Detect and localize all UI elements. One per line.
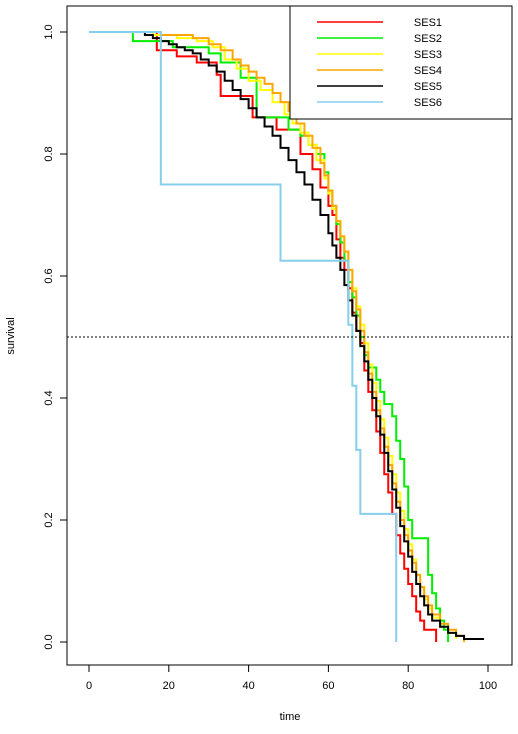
legend-label-ses2: SES2 (414, 33, 442, 45)
series-line-ses5 (136, 31, 485, 640)
series-line-ses1 (128, 31, 438, 642)
y-tick-label: 0.0 (43, 634, 55, 649)
y-tick-label: 0.2 (43, 512, 55, 527)
legend-label-ses5: SES5 (414, 81, 442, 93)
y-tick-label: 0.8 (43, 146, 55, 161)
x-axis: 0 20 40 60 80 100 (86, 664, 497, 692)
x-tick-label: 40 (242, 680, 254, 692)
x-tick-label: 0 (86, 680, 92, 692)
y-axis-title: survival (5, 317, 17, 354)
x-tick-label: 60 (322, 680, 334, 692)
legend: SES1 SES2 SES3 SES4 SES5 SES6 (289, 5, 513, 120)
legend-box (289, 5, 513, 120)
legend-label-ses1: SES1 (414, 17, 442, 29)
x-tick-label: 20 (163, 680, 175, 692)
legend-label-ses3: SES3 (414, 49, 442, 61)
series-layer (89, 31, 485, 642)
legend-label-ses4: SES4 (414, 65, 442, 77)
x-tick-label: 100 (479, 680, 497, 692)
y-axis: 0.0 0.2 0.4 0.6 0.8 1.0 (43, 24, 68, 650)
legend-label-ses6: SES6 (414, 97, 442, 109)
y-tick-label: 0.6 (43, 268, 55, 283)
y-tick-label: 1.0 (43, 24, 55, 39)
x-axis-title: time (280, 711, 301, 723)
series-line-ses3 (128, 31, 458, 639)
series-line-ses6 (89, 31, 398, 642)
x-tick-label: 80 (402, 680, 414, 692)
y-tick-label: 0.4 (43, 390, 55, 405)
